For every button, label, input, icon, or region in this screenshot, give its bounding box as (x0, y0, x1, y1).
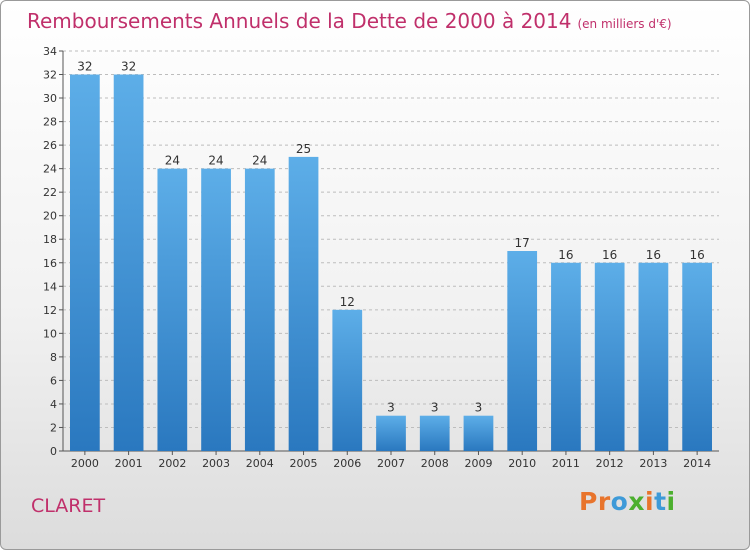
value-label: 17 (515, 236, 530, 250)
bar-2013 (638, 262, 669, 451)
chart-title-text: Remboursements Annuels de la Dette de 20… (27, 9, 572, 33)
x-tick-label: 2009 (464, 457, 492, 470)
y-tick-label: 4 (50, 398, 57, 411)
value-label: 12 (340, 295, 355, 309)
logo-letter: x (628, 487, 645, 516)
x-tick-label: 2002 (158, 457, 186, 470)
city-name: CLARET (31, 495, 106, 517)
x-tick-label: 2003 (202, 457, 230, 470)
bar-2014 (682, 262, 713, 451)
value-label: 16 (689, 248, 704, 262)
y-tick-label: 24 (43, 163, 57, 176)
proxiti-logo: Proxiti (579, 487, 676, 516)
logo-letter: r (597, 487, 611, 516)
x-tick-label: 2001 (115, 457, 143, 470)
y-tick-label: 20 (43, 210, 57, 223)
y-tick-label: 32 (43, 69, 57, 82)
y-tick-label: 8 (50, 351, 57, 364)
x-tick-label: 2007 (377, 457, 405, 470)
y-tick-label: 10 (43, 327, 57, 340)
bar-2008 (419, 415, 450, 451)
x-tick-label: 2005 (290, 457, 318, 470)
bar-2009 (463, 415, 494, 451)
y-tick-label: 0 (50, 445, 57, 458)
x-tick-label: 2014 (683, 457, 711, 470)
bar-2001 (113, 74, 144, 451)
logo-letter: t (654, 487, 667, 516)
logo-letter: P (579, 487, 598, 516)
value-labels: 32 32 24 24 24 25 12 3 3 3 17 16 16 16 16 (77, 60, 705, 415)
bar-2000 (69, 74, 100, 451)
value-label: 25 (296, 142, 311, 156)
value-label: 32 (77, 60, 92, 74)
chart-title: Remboursements Annuels de la Dette de 20… (27, 9, 672, 33)
x-tick-label: 2013 (639, 457, 667, 470)
bars (69, 74, 713, 451)
x-tick-label: 2006 (333, 457, 361, 470)
bar-2004 (244, 168, 275, 451)
bar-2006 (332, 309, 363, 451)
bar-2002 (157, 168, 188, 451)
y-tick-label: 2 (50, 421, 57, 434)
value-label: 32 (121, 60, 136, 74)
logo-letter: i (666, 487, 676, 516)
bar-2012 (594, 262, 625, 451)
x-tick-label: 2011 (552, 457, 580, 470)
bar-2005 (288, 156, 319, 451)
value-label: 3 (431, 401, 439, 415)
value-label: 16 (602, 248, 617, 262)
y-tick-label: 22 (43, 186, 57, 199)
y-tick-label: 18 (43, 233, 57, 246)
y-tick-label: 28 (43, 116, 57, 129)
y-tick-label: 6 (50, 374, 57, 387)
y-tick-label: 34 (43, 45, 57, 58)
x-tick-label: 2010 (508, 457, 536, 470)
y-tick-label: 30 (43, 92, 57, 105)
x-tick-label: 2004 (246, 457, 274, 470)
y-tick-label: 16 (43, 257, 57, 270)
x-tick-label: 2000 (71, 457, 99, 470)
bar-2011 (551, 262, 581, 451)
bar-2007 (376, 415, 406, 451)
logo-letter: i (645, 487, 655, 516)
value-label: 16 (646, 248, 661, 262)
y-tick-label: 14 (43, 280, 57, 293)
value-label: 3 (475, 401, 483, 415)
x-tick-label: 2008 (421, 457, 449, 470)
value-label: 16 (558, 248, 573, 262)
y-tick-label: 12 (43, 304, 57, 317)
bar-2010 (507, 251, 538, 451)
chart-subtitle: (en milliers d'€) (577, 17, 672, 31)
logo-letter: o (610, 487, 629, 516)
x-tick-label: 2012 (596, 457, 624, 470)
value-label: 24 (208, 154, 223, 168)
bar-2003 (201, 168, 231, 451)
value-label: 24 (165, 154, 180, 168)
value-label: 3 (387, 401, 395, 415)
y-tick-label: 26 (43, 139, 57, 152)
value-label: 24 (252, 154, 267, 168)
